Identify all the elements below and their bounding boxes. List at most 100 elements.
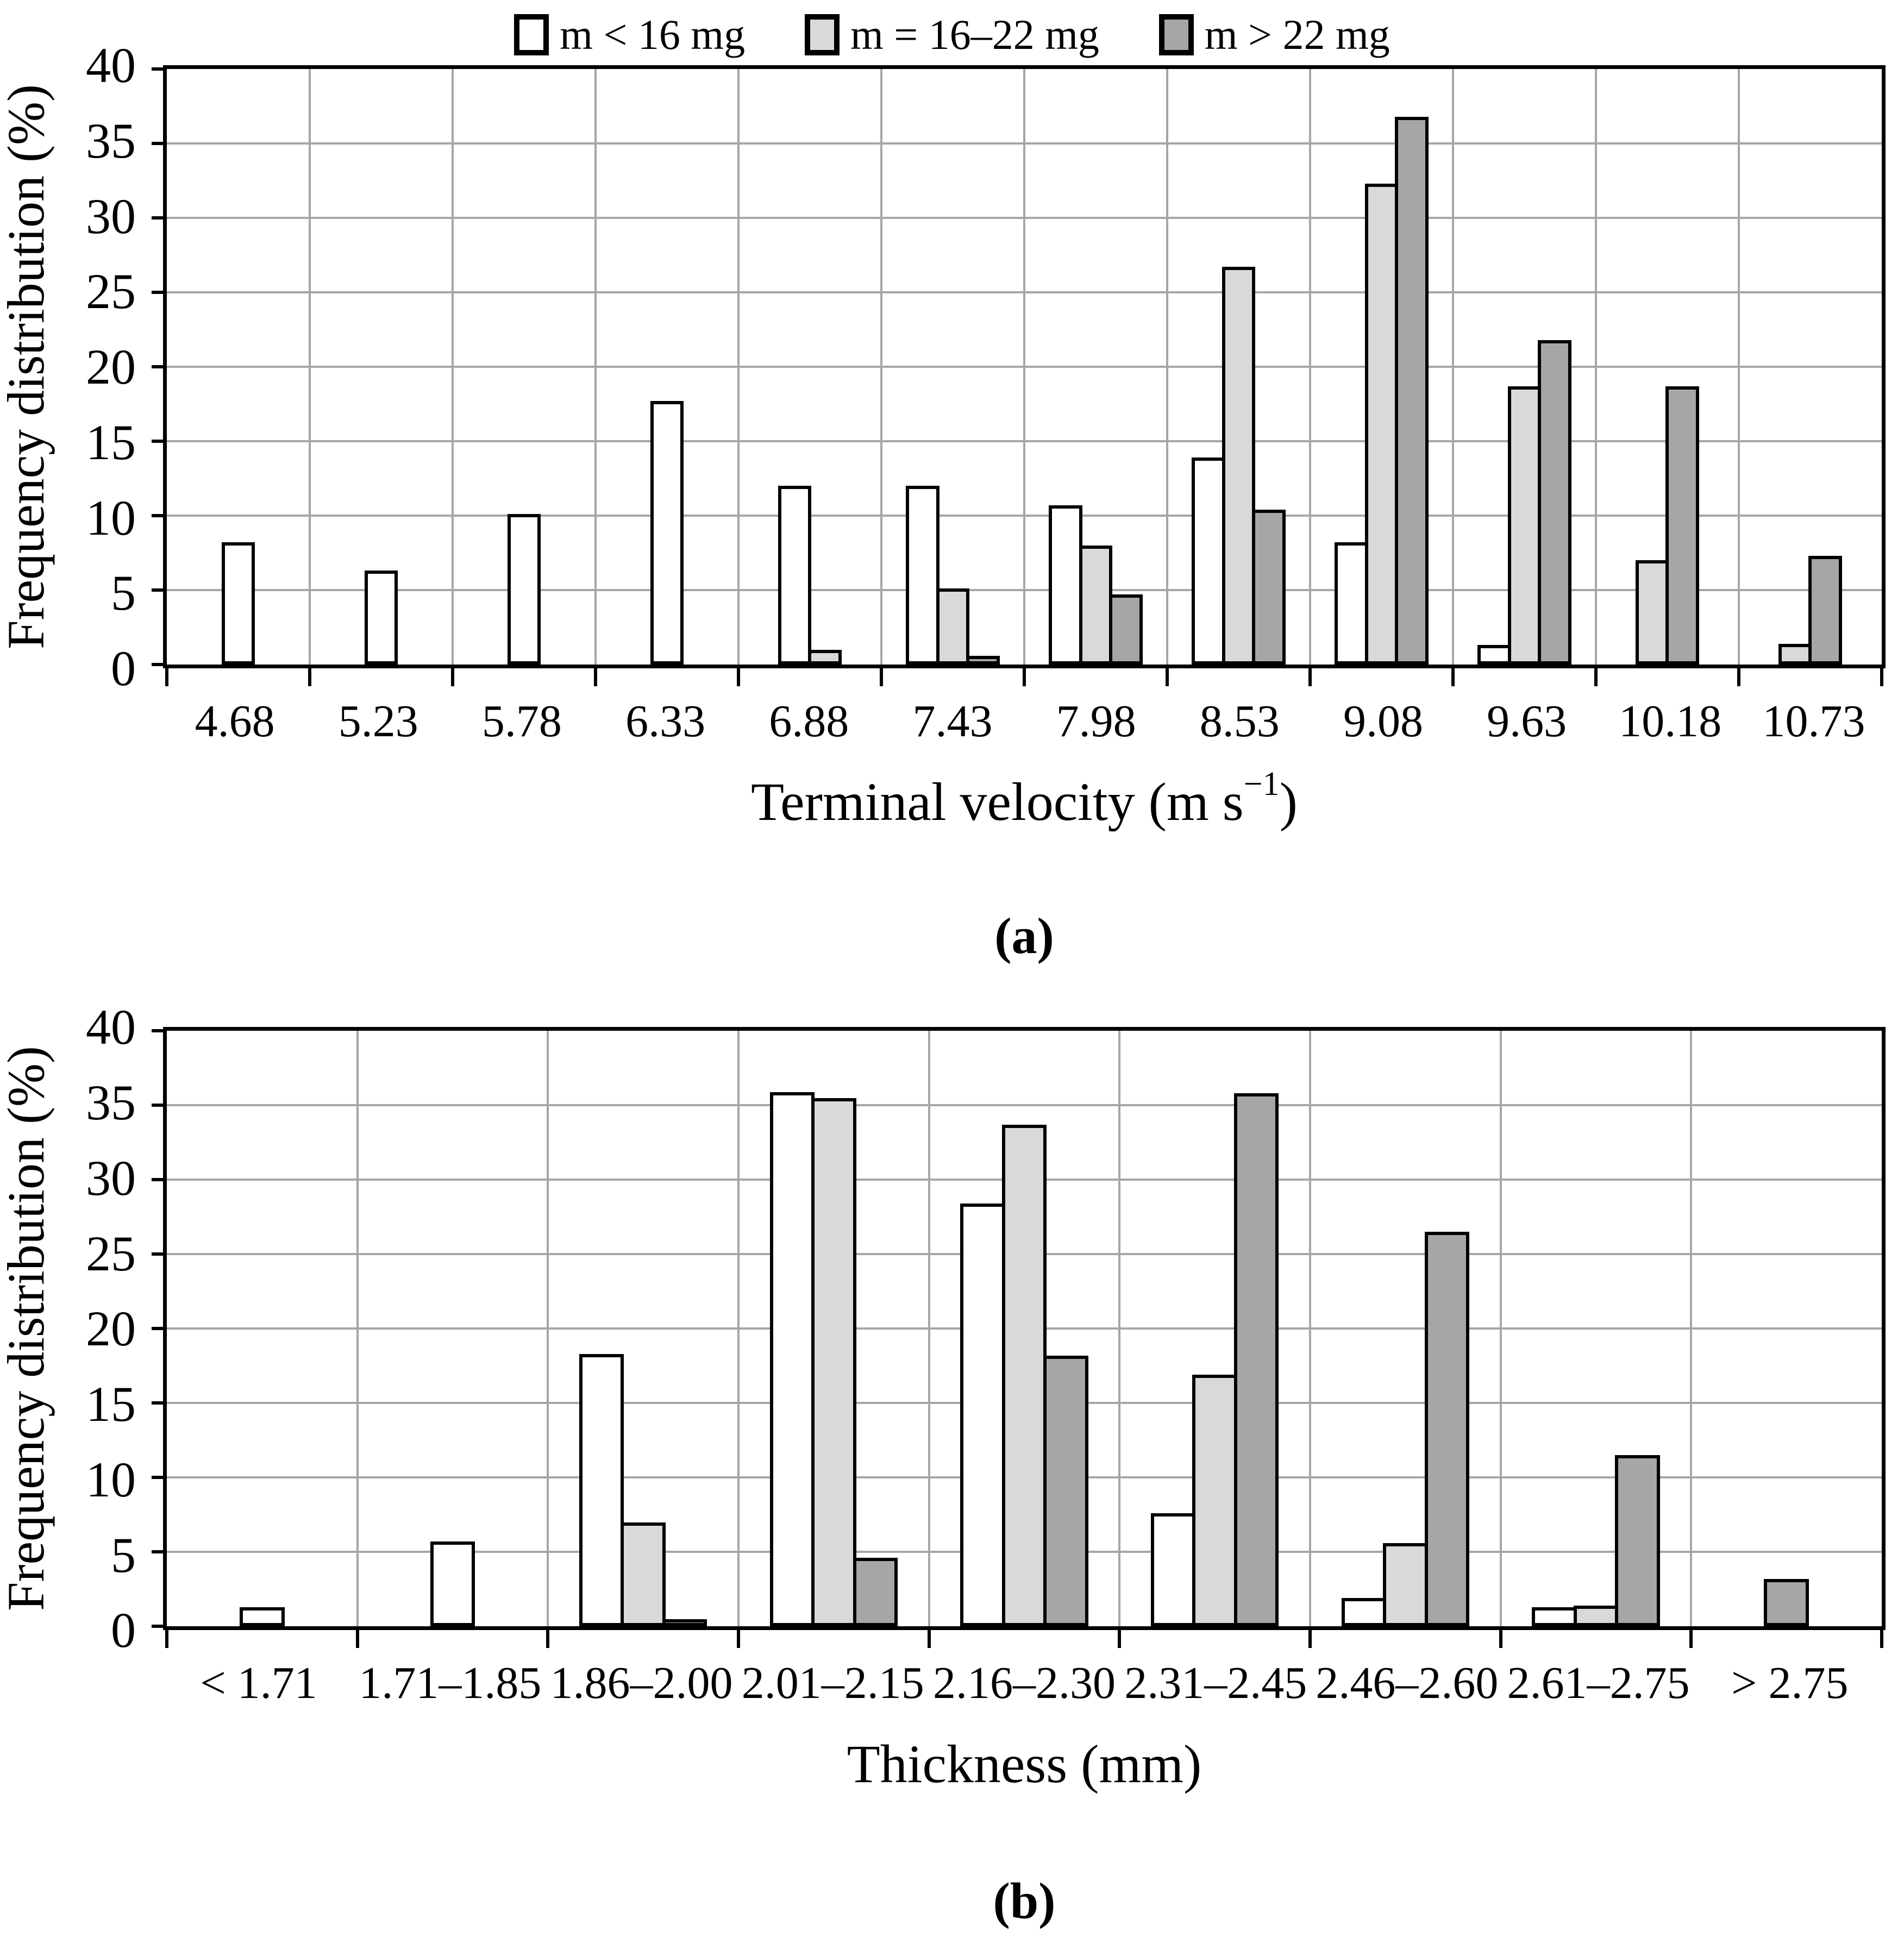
x-tick-label: 5.23 [338, 696, 418, 747]
x-tick-label: 7.43 [912, 696, 993, 747]
x-axis-tick [736, 1626, 740, 1649]
y-axis-tick [152, 291, 167, 294]
bar-segment [221, 542, 255, 665]
legend-item: m = 16–22 mg [805, 14, 1099, 56]
x-tick-label: 1.86–2.00 [550, 1658, 733, 1709]
bar-segment [1532, 1607, 1577, 1627]
x-tick-label: 5.78 [481, 696, 562, 747]
y-tick-label: 0 [111, 641, 136, 696]
legend: m < 16 mg m = 16–22 mg m > 22 mg [0, 0, 1904, 60]
bar-segment [430, 1541, 475, 1627]
bar-segment [1764, 1578, 1809, 1627]
panel-b: Frequency distribution (%) 0 5 10 15 20 25 30 3… [0, 1002, 1904, 1929]
legend-label: m < 16 mg [560, 11, 746, 58]
bar-group [596, 69, 738, 665]
bar-segment [1424, 1232, 1469, 1627]
x-axis-title-text: Thickness (mm) [847, 1733, 1202, 1794]
x-axis-tick [1308, 1626, 1312, 1649]
x-axis-title-text: Terminal velocity (m s [751, 772, 1244, 832]
panel-letter-b: (b) [993, 1872, 1056, 1929]
bar-segment [778, 486, 812, 665]
gridline-vertical [737, 1031, 740, 1627]
gridline-vertical [1308, 1031, 1311, 1627]
y-axis-tick [152, 514, 167, 517]
x-axis-tick [1594, 665, 1598, 686]
x-axis-tick [1023, 665, 1026, 686]
y-axis-tick [152, 1476, 167, 1480]
y-tick-label: 15 [86, 414, 136, 470]
y-tick-label: 40 [86, 37, 136, 93]
y-tick-label: 5 [111, 565, 136, 621]
bar-segment [1538, 340, 1572, 665]
plot-area [152, 1027, 1886, 1649]
bar-group [453, 69, 596, 665]
gridline-vertical [451, 69, 454, 665]
bar-group [167, 1031, 358, 1627]
x-axis-tick [927, 1626, 931, 1649]
x-tick-label: 6.88 [769, 696, 849, 747]
x-tick-label: 10.18 [1619, 696, 1722, 747]
gridline-vertical [356, 1031, 359, 1627]
gridline-vertical [308, 69, 311, 665]
y-axis-tick [152, 1625, 167, 1628]
bar-segment [1635, 560, 1669, 665]
x-tick-label: 9.63 [1487, 696, 1567, 747]
bar-group [1739, 69, 1882, 665]
y-axis-tick [152, 1327, 167, 1331]
legend-label: m = 16–22 mg [850, 11, 1099, 58]
bar-segment [1192, 1375, 1237, 1627]
gridline-vertical [1023, 69, 1025, 665]
bar-segment [1573, 1606, 1619, 1627]
bar-group [310, 69, 453, 665]
bar-group [738, 69, 881, 665]
x-axis-tick [308, 665, 311, 686]
y-tick-label: 25 [86, 1225, 136, 1281]
bar-segment [1079, 545, 1113, 665]
x-axis-title: Thickness (mm) [163, 1729, 1886, 1791]
bar-segment [240, 1607, 285, 1627]
x-axis-tick [450, 665, 454, 686]
chart-row: Frequency distribution (%) 0 5 10 15 20 25 30 3… [0, 40, 1886, 693]
x-axis-tick [1689, 1626, 1693, 1649]
x-label-spacer [0, 668, 163, 747]
y-tick-label: 25 [86, 264, 136, 319]
y-tick-label: 10 [86, 490, 136, 546]
gridline-vertical [1499, 1031, 1502, 1627]
bar-segment [966, 655, 1000, 665]
x-axis-tick [355, 1626, 359, 1649]
legend-item: m > 22 mg [1158, 14, 1390, 56]
x-tick-label: 10.73 [1762, 696, 1865, 747]
y-axis-tick [152, 1401, 167, 1405]
bar-segment [1383, 1543, 1428, 1627]
y-tick-label: 5 [111, 1527, 136, 1583]
bar-segment [1334, 542, 1368, 665]
y-axis-tick [152, 1029, 167, 1033]
bar-group [1119, 1031, 1310, 1627]
bar-segment [1151, 1513, 1196, 1627]
x-axis-tick [1451, 665, 1455, 686]
bar-segment [662, 1619, 707, 1627]
x-tick-label: 2.01–2.15 [741, 1658, 924, 1709]
x-axis-title-close: ) [1279, 772, 1298, 832]
bar-segment [1048, 505, 1082, 665]
gridline-vertical [1595, 69, 1597, 665]
bar-segment [1043, 1355, 1088, 1627]
y-tick-label: 20 [86, 1301, 136, 1357]
bar-segment [1222, 267, 1256, 665]
y-axis-tick [152, 1178, 167, 1182]
bar-segment [1665, 386, 1700, 665]
gridline-vertical [1690, 1031, 1693, 1627]
bar-segment [1001, 1125, 1047, 1627]
bar-group [1310, 1031, 1501, 1627]
x-axis-tick [165, 665, 168, 686]
x-tick-label: 6.33 [625, 696, 706, 747]
x-tick-label: 2.46–2.60 [1316, 1658, 1499, 1709]
bar-group [167, 69, 310, 665]
x-tick-label: 2.31–2.45 [1124, 1658, 1307, 1709]
bar-group [738, 1031, 929, 1627]
x-axis-tick [880, 665, 883, 686]
x-axis-tick [1880, 1626, 1883, 1649]
bar-segment [650, 401, 684, 665]
bar-group [1596, 69, 1739, 665]
bar-segment [1477, 645, 1511, 665]
